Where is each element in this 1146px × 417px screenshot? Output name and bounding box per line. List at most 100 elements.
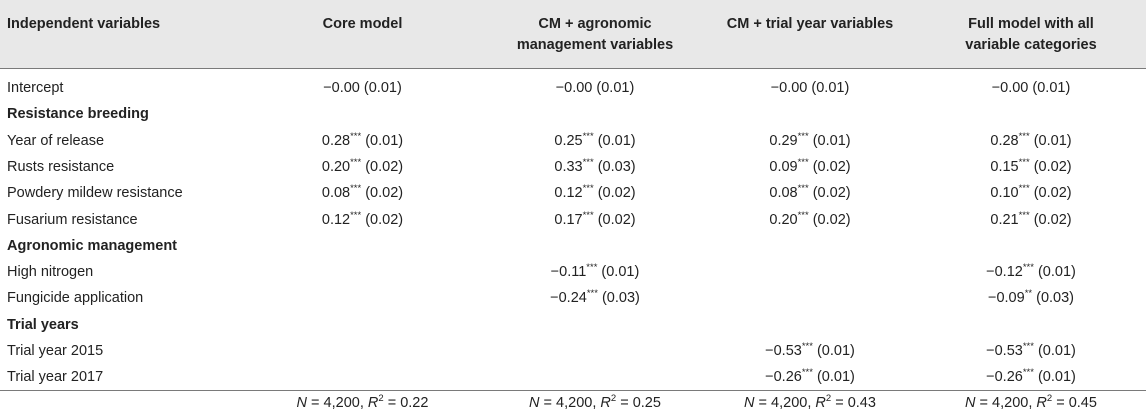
significance-stars: *** bbox=[582, 209, 594, 221]
standard-error: (0.02) bbox=[808, 185, 851, 202]
model-fit-cell: N = 4,200, R2 = 0.25 bbox=[529, 393, 661, 411]
coefficient-cell: 0.08*** (0.02) bbox=[710, 182, 910, 204]
standard-error: (0.01) bbox=[597, 264, 640, 281]
significance-stars: *** bbox=[350, 183, 362, 195]
coefficient-cell: −0.11*** (0.01) bbox=[485, 261, 705, 283]
coefficient-cell: −0.00 (0.01) bbox=[485, 77, 705, 99]
significance-stars: *** bbox=[797, 130, 809, 142]
significance-stars: *** bbox=[801, 367, 813, 379]
standard-error: (0.01) bbox=[1033, 369, 1076, 386]
coefficient-cell: −0.53*** (0.01) bbox=[925, 340, 1137, 362]
standard-error: (0.01) bbox=[812, 369, 855, 386]
coefficient-cell: −0.00 (0.01) bbox=[925, 77, 1137, 99]
coefficient-cell: −0.24*** (0.03) bbox=[485, 287, 705, 309]
standard-error: (0.02) bbox=[1029, 185, 1072, 202]
coefficient-cell: 0.28*** (0.01) bbox=[925, 130, 1137, 152]
header-independent-variables: Independent variables bbox=[7, 16, 161, 32]
coefficient-cell: −0.00 (0.01) bbox=[710, 77, 910, 99]
coefficient-cell: 0.28*** (0.01) bbox=[255, 130, 470, 152]
significance-stars: *** bbox=[797, 183, 809, 195]
coefficient-value: −0.00 bbox=[323, 80, 360, 96]
r-squared: 0.43 bbox=[847, 395, 876, 411]
coefficient-cell: −0.00 (0.01) bbox=[255, 77, 470, 99]
coefficient-value: 0.17 bbox=[554, 211, 583, 228]
row-label: Trial year 2017 bbox=[7, 369, 104, 386]
row-label: Powdery mildew resistance bbox=[7, 185, 183, 202]
coefficient-value: −0.53 bbox=[986, 343, 1023, 359]
standard-error: (0.01) bbox=[1029, 132, 1072, 149]
standard-error: (0.01) bbox=[807, 80, 850, 96]
coefficient-cell: 0.08*** (0.02) bbox=[255, 182, 470, 204]
model-fit-cell: N = 4,200, R2 = 0.43 bbox=[744, 393, 876, 411]
coefficient-value: 0.28 bbox=[990, 132, 1019, 149]
coefficient-value: 0.15 bbox=[990, 158, 1019, 175]
standard-error: (0.02) bbox=[808, 211, 851, 228]
standard-error: (0.01) bbox=[593, 132, 636, 149]
coefficient-cell: 0.25*** (0.01) bbox=[485, 130, 705, 152]
header-core-model: Core model bbox=[322, 16, 403, 32]
significance-stars: *** bbox=[1022, 367, 1034, 379]
standard-error: (0.02) bbox=[361, 158, 404, 175]
coefficient-value: −0.26 bbox=[986, 369, 1023, 386]
row-label: Year of release bbox=[7, 132, 105, 149]
coefficient-cell: 0.33*** (0.03) bbox=[485, 156, 705, 178]
standard-error: (0.03) bbox=[1032, 290, 1075, 307]
standard-error: (0.01) bbox=[812, 343, 855, 359]
significance-stars: *** bbox=[350, 157, 362, 169]
coefficient-value: 0.33 bbox=[554, 158, 583, 175]
coefficient-cell: 0.15*** (0.02) bbox=[925, 156, 1137, 178]
coefficient-cell: 0.29*** (0.01) bbox=[710, 130, 910, 152]
coefficient-value: −0.11 bbox=[550, 264, 587, 281]
coefficient-cell: 0.12*** (0.02) bbox=[255, 209, 470, 231]
coefficient-cell: 0.20*** (0.02) bbox=[255, 156, 470, 178]
significance-stars: *** bbox=[801, 341, 813, 353]
row-label: Rusts resistance bbox=[7, 158, 115, 175]
coefficient-cell: 0.21*** (0.02) bbox=[925, 209, 1137, 231]
coefficient-value: 0.10 bbox=[990, 185, 1019, 202]
coefficient-value: 0.25 bbox=[554, 132, 583, 149]
header-full-model: Full model with all variable categories bbox=[965, 16, 1097, 53]
standard-error: (0.03) bbox=[593, 158, 636, 175]
standard-error: (0.03) bbox=[597, 290, 640, 307]
header-band bbox=[0, 0, 1146, 68]
coefficient-value: 0.08 bbox=[321, 185, 351, 202]
coefficient-value: −0.00 bbox=[991, 80, 1029, 96]
header-rule bbox=[0, 68, 1146, 69]
standard-error: (0.02) bbox=[593, 211, 636, 228]
standard-error: (0.02) bbox=[361, 185, 404, 202]
standard-error: (0.01) bbox=[592, 80, 635, 96]
coefficient-value: −0.26 bbox=[765, 369, 802, 386]
standard-error: (0.01) bbox=[1033, 264, 1076, 281]
standard-error: (0.02) bbox=[808, 158, 851, 175]
coefficient-cell: 0.09*** (0.02) bbox=[710, 156, 910, 178]
significance-stars: *** bbox=[586, 262, 598, 274]
coefficient-value: 0.21 bbox=[990, 211, 1019, 228]
coefficient-value: 0.12 bbox=[321, 211, 351, 228]
model-fit-cell: N = 4,200, R2 = 0.45 bbox=[965, 393, 1097, 411]
coefficient-cell: 0.12*** (0.02) bbox=[485, 182, 705, 204]
coefficient-value: 0.08 bbox=[769, 185, 798, 202]
standard-error: (0.02) bbox=[593, 185, 636, 202]
sample-size: 4,200 bbox=[323, 395, 360, 411]
header-cm-agronomic: CM + agronomic management variables bbox=[516, 16, 674, 53]
coefficient-value: −0.00 bbox=[770, 80, 808, 96]
summary-rule bbox=[0, 390, 1146, 391]
significance-stars: *** bbox=[1018, 183, 1030, 195]
sample-size: 4,200 bbox=[992, 395, 1029, 411]
significance-stars: *** bbox=[1018, 130, 1030, 142]
significance-stars: *** bbox=[582, 183, 594, 195]
row-label: Intercept bbox=[7, 80, 64, 96]
significance-stars: *** bbox=[582, 130, 594, 142]
coefficient-cell: −0.26*** (0.01) bbox=[925, 366, 1137, 388]
coefficient-value: 0.12 bbox=[554, 185, 583, 202]
row-label: Trial year 2015 bbox=[7, 343, 104, 359]
section-header: Trial years bbox=[7, 316, 79, 333]
r-squared: 0.25 bbox=[632, 395, 661, 411]
row-label: High nitrogen bbox=[7, 264, 94, 281]
row-label: Fungicide application bbox=[7, 290, 144, 307]
model-fit-cell: N = 4,200, R2 = 0.22 bbox=[296, 393, 429, 411]
r-squared: 0.22 bbox=[400, 395, 429, 411]
significance-stars: *** bbox=[350, 209, 362, 221]
coefficient-cell: −0.12*** (0.01) bbox=[925, 261, 1137, 283]
